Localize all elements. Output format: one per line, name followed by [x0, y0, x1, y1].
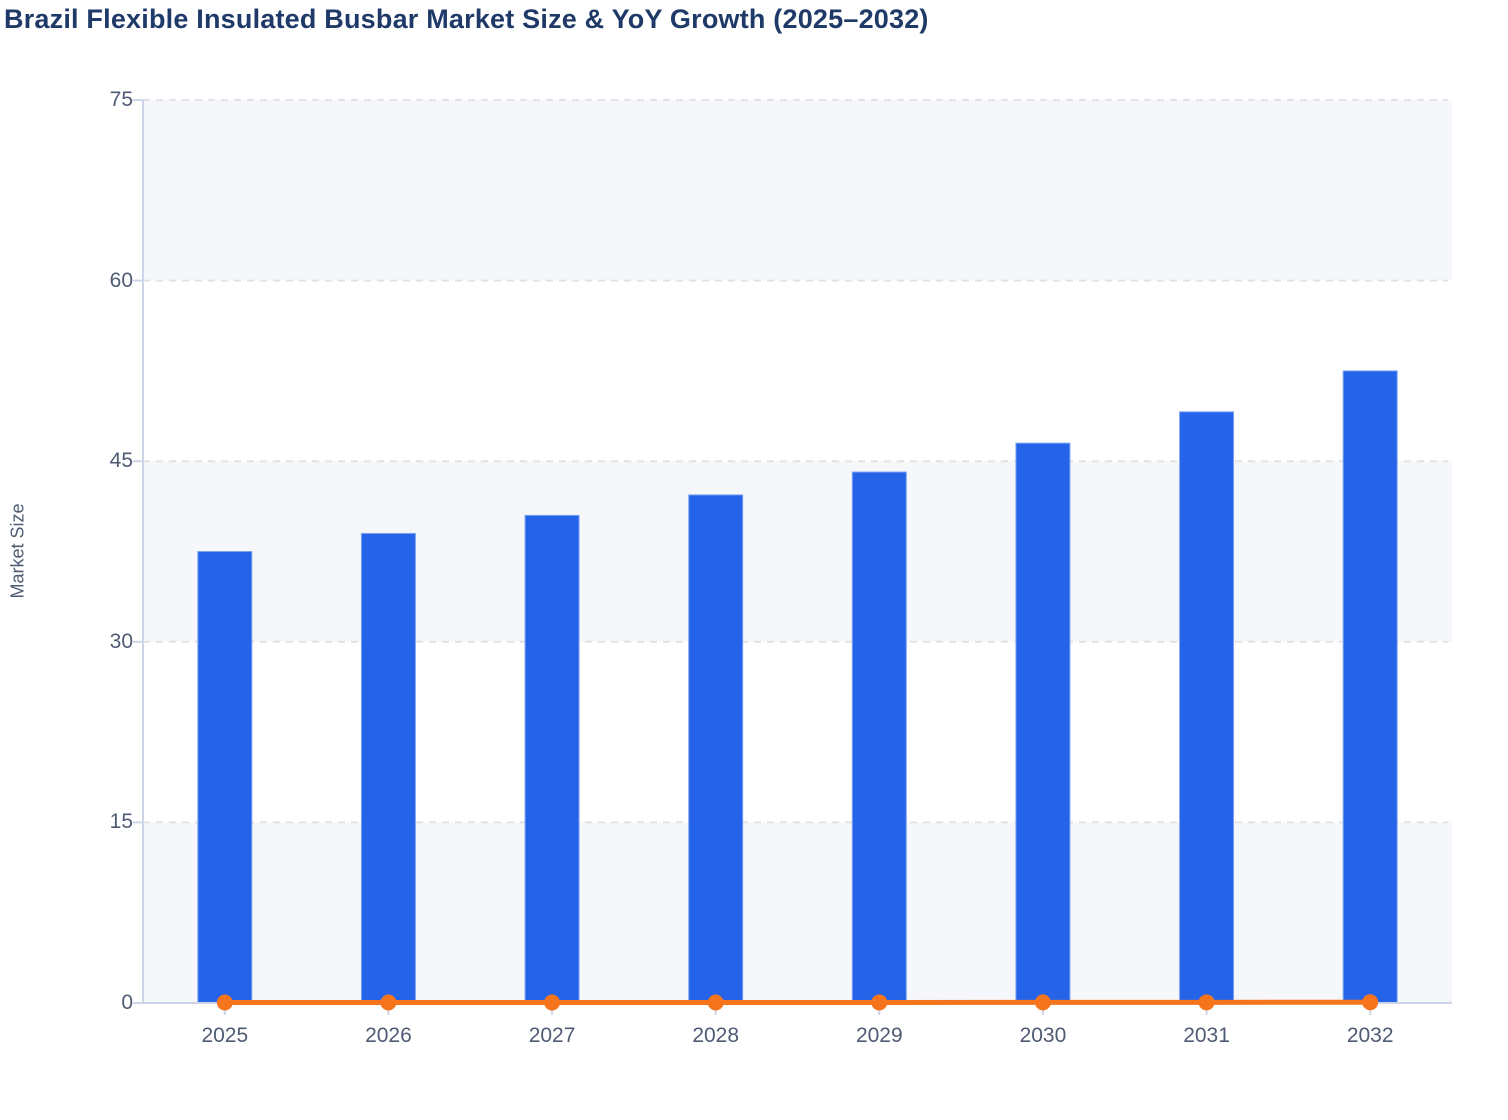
yoy-growth-marker-2031[interactable] [1198, 994, 1215, 1011]
y-tick-label: 15 [109, 810, 133, 834]
yoy-growth-marker-2029[interactable] [871, 994, 888, 1011]
yoy-growth-marker-2027[interactable] [544, 994, 561, 1011]
x-tick-label: 2025 [201, 1024, 249, 1047]
y-tick-label: 0 [121, 991, 133, 1014]
x-tick-label: 2026 [365, 1024, 412, 1047]
x-tick-label: 2030 [1019, 1024, 1067, 1047]
bar-2031[interactable] [1179, 411, 1235, 1004]
y-tick-label: 60 [109, 268, 133, 292]
y-tick-label: 75 [109, 88, 133, 111]
plot-band [143, 280, 1452, 462]
y-tick-label: 45 [109, 449, 133, 473]
plot-band [143, 822, 1452, 1003]
plot-band [143, 641, 1452, 823]
yoy-growth-marker-2032[interactable] [1362, 994, 1379, 1011]
bar-2026[interactable] [360, 532, 416, 1004]
yoy-growth-marker-2030[interactable] [1034, 994, 1051, 1011]
y-tick-label: 30 [109, 629, 133, 653]
x-tick-label: 2031 [1183, 1024, 1230, 1047]
x-tick-label: 2029 [855, 1024, 903, 1047]
plot-band [143, 100, 1452, 281]
x-tick-label: 2032 [1346, 1024, 1394, 1047]
bar-2028[interactable] [688, 494, 744, 1004]
chart-title: Brazil Flexible Insulated Busbar Market … [4, 4, 929, 34]
x-tick-label: 2028 [692, 1024, 740, 1047]
x-tick-label: 2027 [528, 1024, 576, 1047]
bar-2027[interactable] [524, 514, 580, 1004]
bar-2025[interactable] [197, 551, 253, 1004]
bar-2030[interactable] [1015, 442, 1071, 1004]
yoy-growth-marker-2026[interactable] [380, 994, 397, 1011]
yoy-growth-marker-2025[interactable] [216, 994, 233, 1011]
yoy-growth-marker-2028[interactable] [707, 994, 724, 1011]
plot-band [143, 461, 1452, 642]
bar-2032[interactable] [1342, 370, 1398, 1004]
bar-2029[interactable] [851, 471, 907, 1004]
